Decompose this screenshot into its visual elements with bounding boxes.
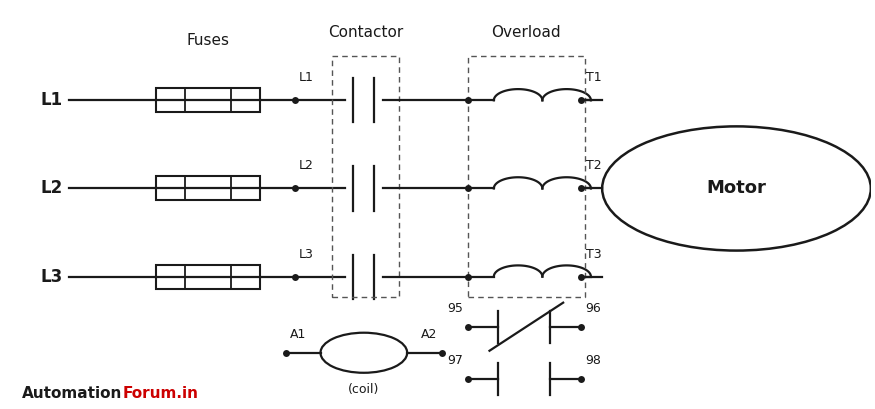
Text: T1: T1 (585, 71, 601, 84)
Text: Forum.in: Forum.in (123, 386, 199, 401)
Text: Fuses: Fuses (186, 33, 229, 48)
Text: L2: L2 (41, 180, 63, 198)
Bar (332, 56, 399, 297)
Text: L2: L2 (299, 160, 314, 173)
Text: Contactor: Contactor (328, 25, 403, 40)
Text: A1: A1 (290, 328, 306, 341)
Text: 97: 97 (448, 354, 464, 367)
Text: T2: T2 (585, 160, 601, 173)
Bar (156, 88, 260, 112)
Text: A2: A2 (421, 328, 438, 341)
Text: L1: L1 (41, 91, 63, 109)
Text: Automation: Automation (22, 386, 122, 401)
Bar (156, 176, 260, 200)
Text: L3: L3 (299, 247, 314, 261)
Text: 96: 96 (584, 302, 600, 315)
Text: Motor: Motor (707, 180, 766, 198)
Bar (156, 265, 260, 289)
Bar (468, 56, 584, 297)
Text: Overload: Overload (492, 25, 561, 40)
Text: L1: L1 (299, 71, 314, 84)
Text: L3: L3 (41, 267, 63, 285)
Text: 98: 98 (584, 354, 601, 367)
Text: 95: 95 (448, 302, 464, 315)
Text: (coil): (coil) (348, 383, 380, 396)
Text: T3: T3 (585, 247, 601, 261)
